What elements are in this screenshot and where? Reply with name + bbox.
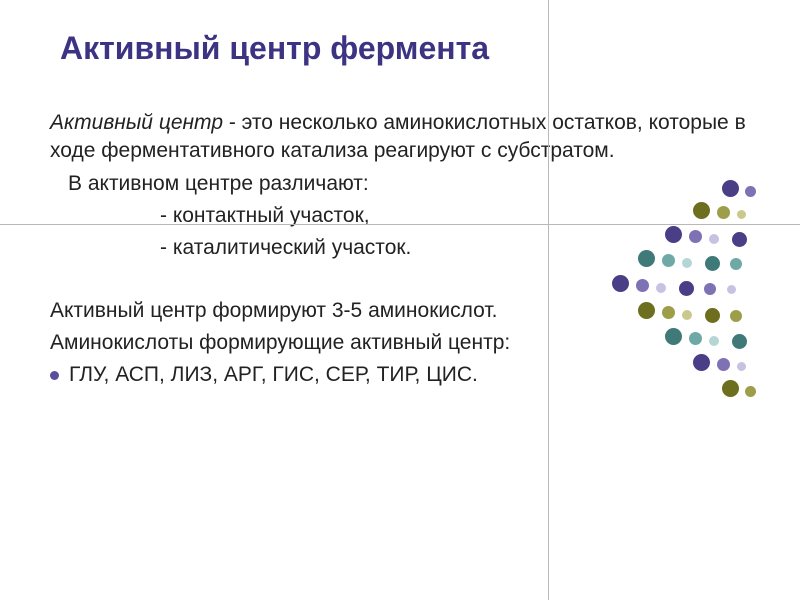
- deco-dot: [737, 210, 746, 219]
- deco-dot: [682, 258, 692, 268]
- deco-dot: [722, 380, 739, 397]
- deco-dot: [665, 226, 682, 243]
- deco-dot: [693, 202, 710, 219]
- deco-dot: [732, 334, 747, 349]
- deco-dot: [709, 234, 719, 244]
- deco-dot: [717, 358, 730, 371]
- deco-dot: [638, 302, 655, 319]
- deco-dot: [689, 332, 702, 345]
- deco-dot: [662, 254, 675, 267]
- deco-dot: [717, 206, 730, 219]
- deco-dot: [709, 336, 719, 346]
- deco-dot: [682, 310, 692, 320]
- deco-dot: [705, 308, 720, 323]
- deco-dot: [656, 283, 666, 293]
- axis-vertical: [548, 0, 549, 600]
- aa-list: ГЛУ, АСП, ЛИЗ, АРГ, ГИС, СЕР, ТИР, ЦИС.: [69, 361, 478, 389]
- deco-dot: [705, 256, 720, 271]
- deco-dot: [693, 354, 710, 371]
- deco-dot: [704, 283, 716, 295]
- deco-dot: [722, 180, 739, 197]
- term: Активный центр: [50, 111, 223, 134]
- bullet-icon: [50, 371, 59, 380]
- deco-dot: [662, 306, 675, 319]
- deco-dot: [679, 281, 694, 296]
- slide: Активный центр фермента Активный центр -…: [0, 0, 800, 600]
- deco-dot: [745, 186, 756, 197]
- deco-dot: [730, 310, 742, 322]
- slide-title: Активный центр фермента: [60, 30, 760, 67]
- definition-paragraph: Активный центр - это несколько аминокисл…: [50, 109, 760, 166]
- deco-dot: [745, 386, 756, 397]
- decorative-dot-cluster: [572, 180, 772, 420]
- deco-dot: [689, 230, 702, 243]
- deco-dot: [732, 232, 747, 247]
- deco-dot: [737, 362, 746, 371]
- deco-dot: [727, 285, 736, 294]
- deco-dot: [612, 275, 629, 292]
- deco-dot: [636, 279, 649, 292]
- deco-dot: [730, 258, 742, 270]
- deco-dot: [665, 328, 682, 345]
- deco-dot: [638, 250, 655, 267]
